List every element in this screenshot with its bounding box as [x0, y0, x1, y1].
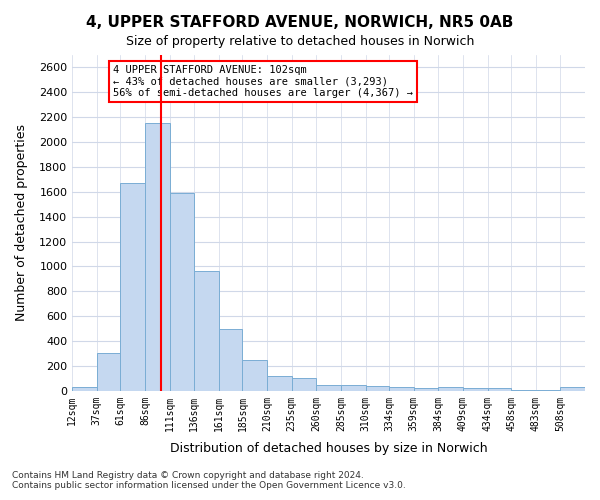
Bar — [292, 378, 316, 391]
Bar — [72, 387, 97, 391]
Bar — [414, 388, 439, 391]
Text: 4 UPPER STAFFORD AVENUE: 102sqm
← 43% of detached houses are smaller (3,293)
56%: 4 UPPER STAFFORD AVENUE: 102sqm ← 43% of… — [113, 65, 413, 98]
Bar — [316, 384, 341, 391]
Bar — [121, 183, 145, 391]
Bar — [389, 387, 414, 391]
Y-axis label: Number of detached properties: Number of detached properties — [15, 124, 28, 322]
Bar — [194, 272, 219, 391]
Bar — [341, 384, 365, 391]
Bar — [365, 386, 389, 391]
Bar — [267, 376, 292, 391]
Bar — [439, 387, 463, 391]
Text: Contains HM Land Registry data © Crown copyright and database right 2024.
Contai: Contains HM Land Registry data © Crown c… — [12, 470, 406, 490]
Bar — [560, 387, 585, 391]
Bar — [488, 388, 511, 391]
Bar — [463, 388, 488, 391]
Text: Size of property relative to detached houses in Norwich: Size of property relative to detached ho… — [126, 35, 474, 48]
Text: 4, UPPER STAFFORD AVENUE, NORWICH, NR5 0AB: 4, UPPER STAFFORD AVENUE, NORWICH, NR5 0… — [86, 15, 514, 30]
Bar — [170, 193, 194, 391]
Bar — [219, 328, 242, 391]
Bar — [242, 360, 267, 391]
Bar — [511, 390, 536, 391]
Bar — [536, 390, 560, 391]
Bar — [97, 354, 121, 391]
X-axis label: Distribution of detached houses by size in Norwich: Distribution of detached houses by size … — [170, 442, 487, 455]
Bar — [145, 124, 170, 391]
